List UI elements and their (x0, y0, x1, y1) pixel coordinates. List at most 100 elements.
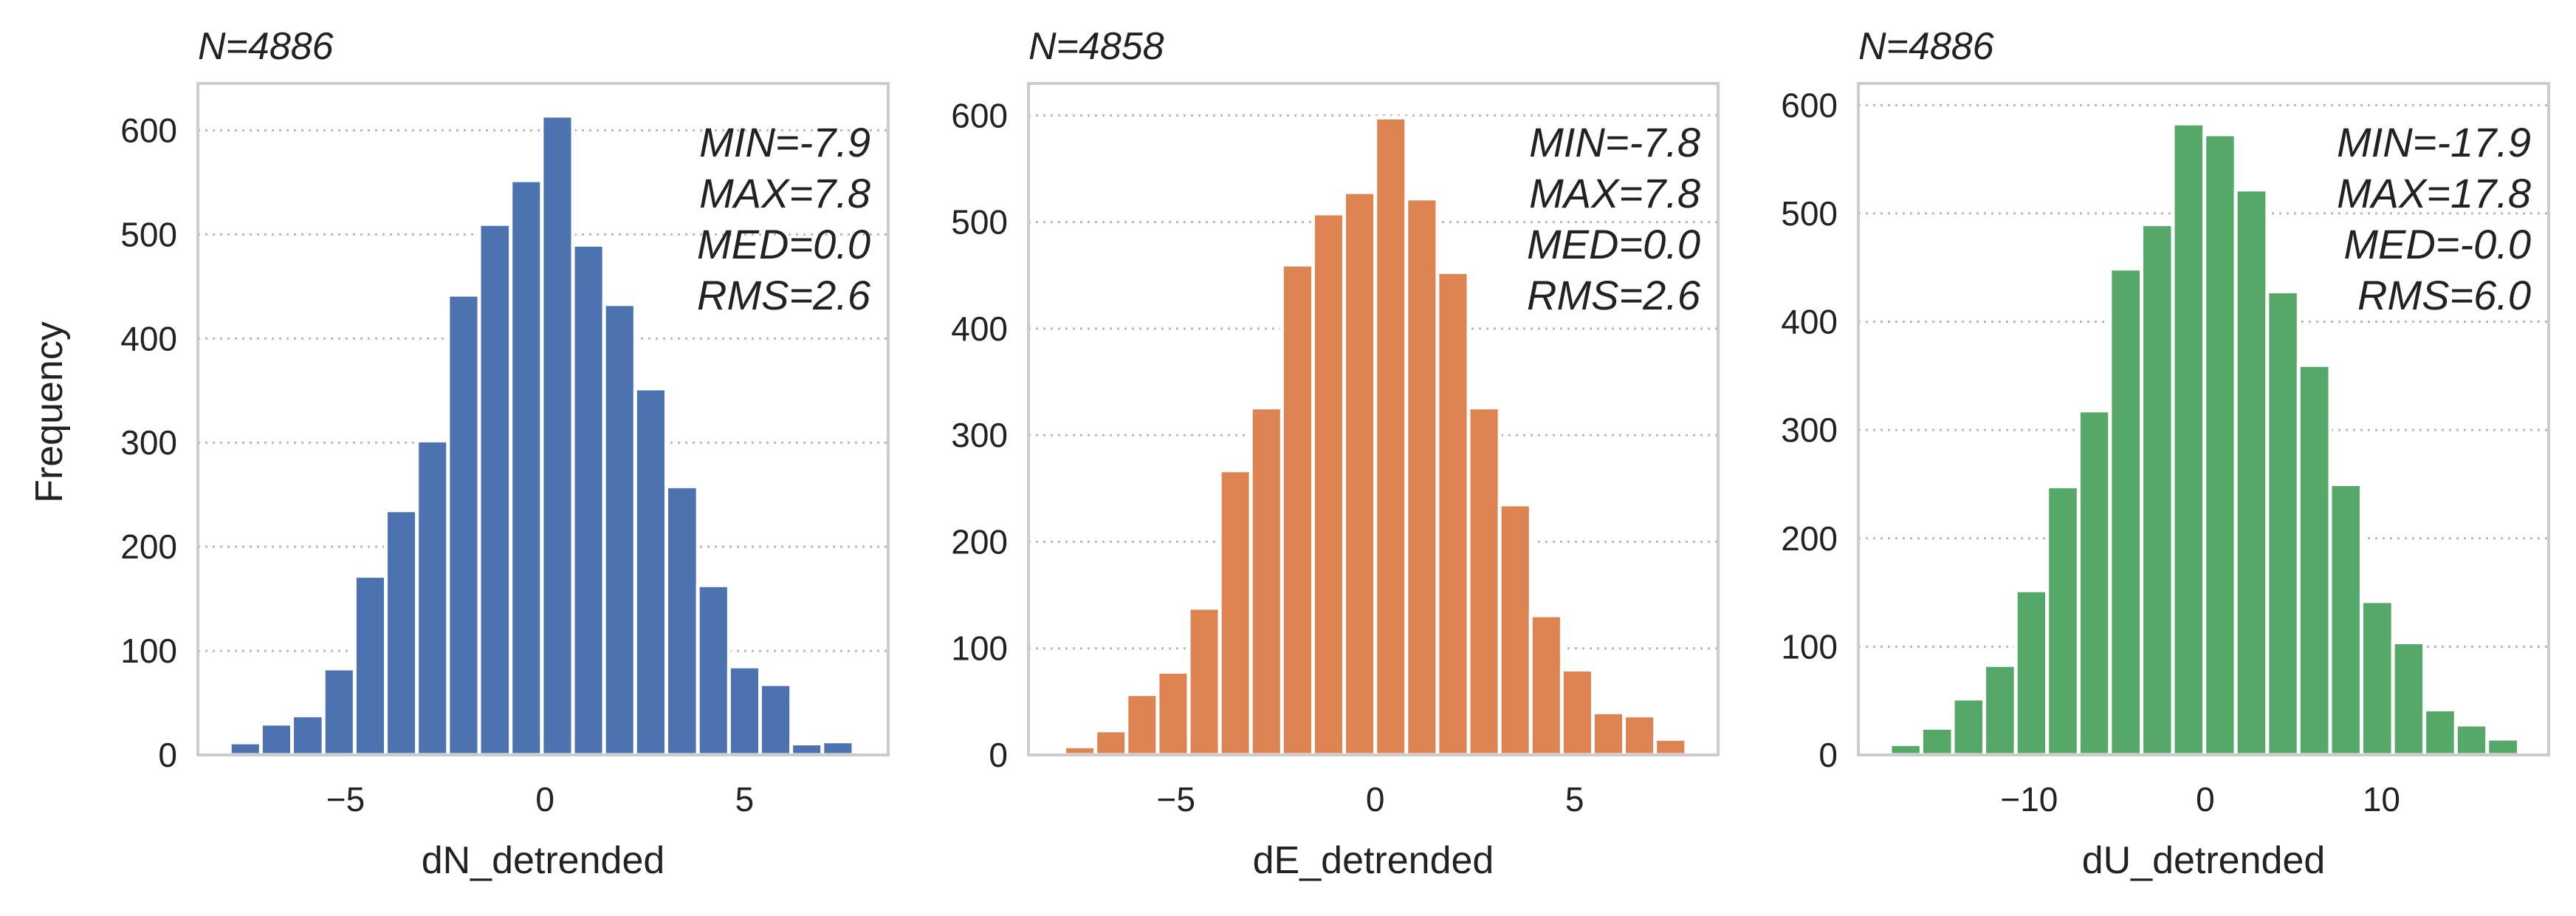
stats-annotation: RMS=2.6 (697, 272, 871, 318)
histogram-bar (1497, 502, 1533, 757)
axes-frame (1857, 82, 2550, 756)
histogram-bar (1404, 196, 1440, 757)
chart-panel-2: 0 100 200 300 400 500 600 −5 0 5 dE_detrended N=485… (951, 25, 1720, 882)
histogram-bar (446, 293, 481, 757)
histogram-bar (2485, 736, 2521, 757)
panel-title: N=4886 (198, 25, 334, 68)
histogram-bar (258, 722, 295, 757)
histogram-bar (2328, 482, 2363, 757)
histogram-bar (2076, 409, 2112, 757)
y-tick-label: 200 (1781, 519, 1838, 558)
y-tick-label: 300 (1781, 411, 1838, 449)
histogram-bar (789, 741, 825, 757)
histogram-bar (415, 438, 450, 757)
histogram-bar (1093, 728, 1129, 757)
y-tick-label: 100 (1781, 627, 1838, 666)
y-tick-label: 100 (120, 632, 177, 670)
y-tick-label: 500 (1781, 194, 1838, 233)
stats-annotation: RMS=6.0 (2357, 272, 2531, 318)
histogram-bar (2453, 722, 2490, 757)
x-tick-label: 0 (1366, 780, 1385, 818)
histogram-bar (1280, 262, 1315, 757)
stats-annotation: MIN=-7.9 (699, 119, 870, 165)
x-axis-label: dU_detrended (2082, 839, 2326, 882)
histogram-bar (2233, 188, 2270, 757)
y-tick-label: 500 (120, 215, 177, 253)
histogram-bar (1528, 613, 1564, 757)
histogram-bar (1186, 606, 1222, 757)
histogram-bar (509, 178, 544, 757)
histogram-bar (2359, 599, 2395, 757)
histogram-bar (2013, 588, 2050, 757)
axes-frame (196, 82, 890, 756)
x-tick-label: 0 (2196, 780, 2215, 818)
histogram-bar (758, 682, 794, 757)
panel-title: N=4858 (1028, 25, 1164, 68)
chart-panel-3: 0 100 200 300 400 500 600 −10 0 10 dU_detrended N=4… (1781, 25, 2550, 882)
histogram-bar (1622, 714, 1658, 757)
histogram-bar (1124, 692, 1160, 757)
histogram-bar (2422, 707, 2458, 757)
histogram-bar (352, 574, 388, 757)
y-tick-label: 200 (951, 522, 1008, 561)
y-tick-label: 600 (951, 96, 1008, 134)
histogram-bar (1951, 697, 1987, 757)
x-tick-label: 0 (535, 780, 554, 818)
histogram-bar (1466, 406, 1502, 757)
x-tick-label: −10 (2000, 780, 2058, 818)
histogram-bar (2391, 640, 2427, 757)
histogram-bar (321, 666, 357, 757)
stats-annotation: MAX=17.8 (2337, 170, 2531, 216)
x-tick-label: −5 (1157, 780, 1195, 818)
y-tick-label: 0 (1818, 736, 1838, 774)
histogram-bar (820, 739, 856, 757)
y-tick-label: 300 (120, 423, 177, 462)
stats-annotation: MIN=-17.9 (2337, 119, 2531, 165)
histogram-bar (602, 302, 637, 757)
axes-frame (1027, 82, 1720, 756)
chart-panel-1: 0 100 200 300 400 500 600 −5 0 5 dN_detrended N=488… (120, 25, 890, 882)
stats-annotation: MED=0.0 (697, 221, 870, 267)
histogram-bar (540, 114, 575, 757)
histogram-bar (2045, 484, 2081, 757)
histogram-bar (227, 740, 263, 757)
histogram-bar (1559, 668, 1595, 757)
stats-annotation: MED=0.0 (1527, 221, 1700, 267)
x-tick-label: 5 (735, 780, 755, 818)
histogram-bar (1155, 669, 1191, 757)
y-tick-label: 500 (951, 203, 1008, 242)
histogram-bar (664, 484, 700, 757)
histogram-bar (1919, 725, 1955, 757)
stats-annotation: RMS=2.6 (1527, 272, 1701, 318)
histogram-bar (695, 583, 731, 757)
y-tick-label: 100 (951, 629, 1008, 668)
histogram-bar (633, 386, 669, 757)
stats-annotation: MAX=7.8 (1529, 170, 1700, 216)
histogram-bar (2202, 132, 2238, 757)
histogram-bar (2140, 222, 2175, 757)
histogram-bar (477, 222, 513, 757)
y-tick-label: 300 (951, 416, 1008, 454)
y-tick-label: 400 (1781, 303, 1838, 341)
histogram-bar (2108, 267, 2144, 757)
histogram-bar (384, 508, 419, 757)
y-tick-label: 600 (1781, 86, 1838, 124)
x-tick-label: −5 (326, 780, 365, 818)
histogram-bar (1373, 115, 1409, 757)
histogram-bar (1248, 406, 1284, 757)
histogram-bar (2265, 289, 2301, 757)
histogram-bar (1982, 663, 2018, 757)
stats-annotation: MIN=-7.8 (1529, 119, 1700, 165)
histogram-bar (1311, 211, 1347, 757)
y-tick-label: 400 (951, 310, 1008, 348)
stats-annotation: MAX=7.8 (699, 170, 870, 216)
y-tick-label: 400 (120, 319, 177, 358)
x-axis-label: dN_detrended (422, 839, 665, 882)
x-tick-label: 5 (1565, 780, 1584, 818)
histogram-bar (1435, 270, 1471, 757)
y-axis-label: Frequency (28, 321, 71, 503)
histogram-bar (571, 242, 606, 757)
y-tick-label: 200 (120, 527, 177, 566)
